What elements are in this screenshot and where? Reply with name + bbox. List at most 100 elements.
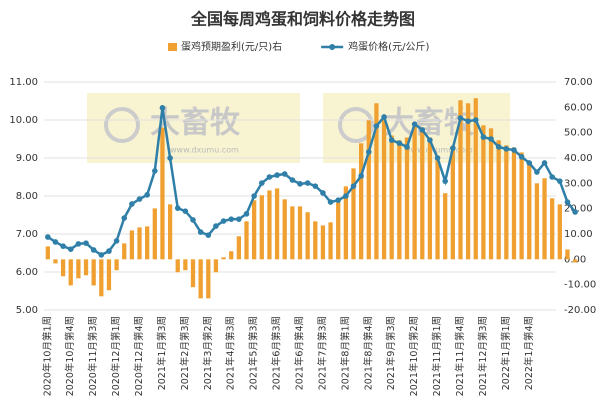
bar bbox=[328, 222, 333, 260]
x-tick-label: 2021年7月第3周 bbox=[316, 316, 328, 390]
watermark-url: www.dxumu.com bbox=[170, 146, 239, 155]
bar bbox=[557, 204, 562, 260]
line-marker bbox=[266, 174, 273, 180]
bar bbox=[550, 198, 555, 260]
bar bbox=[129, 230, 135, 260]
line-marker bbox=[388, 137, 395, 143]
bar bbox=[351, 168, 356, 260]
line-marker bbox=[549, 174, 555, 180]
bar bbox=[106, 259, 112, 291]
line-marker bbox=[159, 105, 166, 111]
bar bbox=[259, 195, 264, 260]
bar bbox=[443, 193, 448, 260]
bar bbox=[267, 190, 272, 260]
line-marker bbox=[236, 216, 242, 222]
line-marker bbox=[488, 136, 494, 142]
bar bbox=[374, 103, 379, 260]
x-tick-label: 2021年1月第3周 bbox=[156, 316, 168, 390]
x-tick-label: 2021年5月第3周 bbox=[248, 316, 260, 390]
y-tick-label: 10.00 bbox=[9, 115, 38, 126]
x-tick-label: 2022年1月第1周 bbox=[500, 316, 512, 390]
bar bbox=[68, 259, 73, 286]
line-marker bbox=[274, 172, 280, 178]
line-marker bbox=[205, 232, 212, 238]
line-marker bbox=[557, 178, 563, 184]
bar bbox=[358, 143, 364, 260]
x-tick-label: 2021年2月第3周 bbox=[179, 316, 191, 390]
y2-tick-label: 30.00 bbox=[564, 178, 593, 189]
bar bbox=[114, 259, 119, 271]
bar bbox=[527, 163, 532, 260]
bar bbox=[137, 227, 142, 260]
line-marker bbox=[373, 123, 380, 129]
bar bbox=[244, 221, 249, 260]
bar bbox=[450, 150, 455, 260]
bar bbox=[145, 226, 150, 260]
bar bbox=[427, 137, 433, 260]
bar bbox=[236, 236, 242, 260]
x-tick-label: 2021年11月第4周 bbox=[454, 316, 466, 396]
bar bbox=[160, 127, 165, 260]
bar bbox=[175, 259, 180, 273]
bar bbox=[99, 259, 104, 297]
bar bbox=[534, 183, 540, 260]
bar bbox=[206, 259, 211, 299]
line-marker bbox=[152, 168, 158, 174]
bar bbox=[60, 259, 66, 277]
bar bbox=[313, 221, 318, 260]
line-marker bbox=[404, 144, 410, 150]
line-marker bbox=[495, 144, 502, 150]
line-marker bbox=[297, 181, 303, 187]
bar bbox=[229, 251, 234, 260]
line-marker bbox=[335, 197, 342, 203]
line-marker bbox=[564, 199, 571, 205]
line-marker bbox=[83, 240, 89, 246]
watermark-box bbox=[87, 93, 300, 163]
line-marker bbox=[75, 241, 82, 247]
bar bbox=[435, 160, 440, 260]
line-marker bbox=[518, 154, 525, 160]
line-marker bbox=[304, 180, 311, 186]
y2-tick-label: 60.00 bbox=[564, 102, 593, 113]
y-tick-label: 9.00 bbox=[16, 153, 38, 164]
line-marker bbox=[144, 192, 150, 198]
line-marker bbox=[258, 180, 265, 186]
line-marker bbox=[129, 201, 135, 207]
y2-tick-label: 10.00 bbox=[564, 229, 593, 240]
line-marker bbox=[90, 247, 97, 253]
bar bbox=[221, 257, 226, 260]
bar bbox=[305, 212, 310, 260]
y-tick-label: 5.00 bbox=[16, 305, 38, 316]
line-marker bbox=[190, 217, 196, 223]
line-marker bbox=[350, 183, 357, 189]
x-tick-label: 2021年11月第1周 bbox=[431, 316, 443, 396]
line-marker bbox=[472, 117, 479, 123]
bar bbox=[465, 103, 471, 260]
line-marker bbox=[289, 177, 296, 183]
x-tick-label: 2021年3月第2周 bbox=[202, 316, 214, 390]
bar bbox=[252, 200, 257, 260]
line-marker bbox=[419, 127, 426, 133]
x-tick-label: 2022年1月第4周 bbox=[523, 316, 535, 390]
line-marker bbox=[220, 218, 227, 224]
bar bbox=[213, 259, 219, 273]
line-marker bbox=[98, 252, 105, 258]
bar bbox=[542, 178, 547, 260]
legend-swatch bbox=[329, 44, 336, 50]
line-marker bbox=[243, 211, 250, 217]
bar bbox=[389, 135, 394, 260]
bar bbox=[76, 259, 81, 279]
line-marker bbox=[442, 178, 448, 184]
x-tick-label: 2021年10月第2周 bbox=[408, 316, 420, 396]
line-marker bbox=[457, 115, 464, 121]
watermark-url: www.dxumu.com bbox=[404, 146, 473, 155]
bar bbox=[572, 259, 578, 263]
line-marker bbox=[526, 160, 533, 166]
line-marker bbox=[327, 199, 334, 205]
line-marker bbox=[434, 155, 441, 161]
line-marker bbox=[228, 216, 235, 222]
bar bbox=[198, 259, 203, 299]
y-tick-label: 6.00 bbox=[16, 267, 38, 278]
line-marker bbox=[427, 137, 433, 143]
